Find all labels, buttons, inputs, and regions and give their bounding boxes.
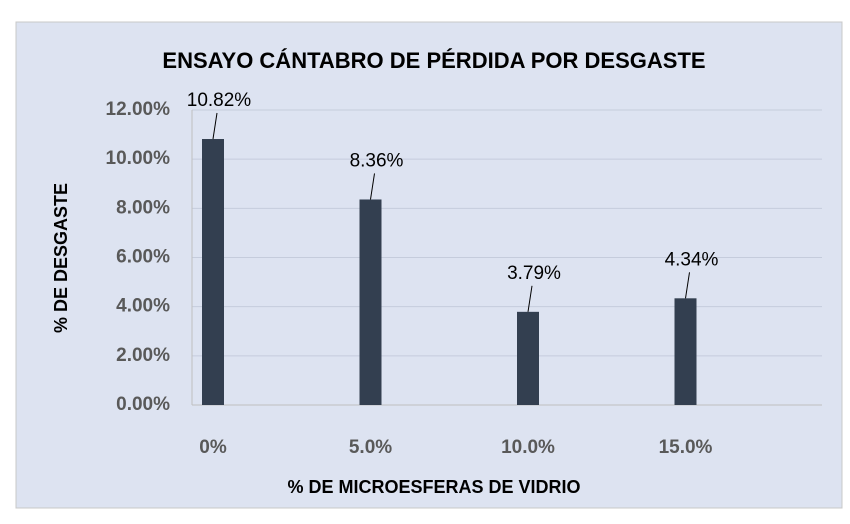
y-tick-label: 2.00% [116,345,170,366]
y-axis-label: % DE DESGASTE [51,183,71,333]
bar [202,139,224,405]
leader-line [212,112,218,140]
x-tick-label: 5.0% [349,437,392,458]
leader-line [685,272,690,299]
data-label: 10.82% [187,90,252,111]
data-label: 4.34% [665,249,719,270]
data-label: 3.79% [507,263,561,284]
x-tick-label: 0% [199,437,227,458]
chart-title: ENSAYO CÁNTABRO DE PÉRDIDA POR DESGASTE [162,48,705,73]
bar [517,311,539,405]
y-tick-label: 10.00% [106,148,171,169]
bar [359,199,382,405]
bar [674,298,697,405]
x-tick-label: 10.0% [501,437,555,458]
y-tick-label: 6.00% [116,247,170,268]
y-tick-label: 8.00% [116,197,170,218]
y-tick-label: 12.00% [106,99,171,120]
data-label: 8.36% [350,150,404,171]
chart-area [15,21,843,509]
leader-line [370,173,375,200]
x-axis-label: % DE MICROESFERAS DE VIDRIO [287,477,580,497]
x-tick-label: 15.0% [659,437,713,458]
leader-line [527,285,533,312]
y-tick-label: 4.00% [116,296,170,317]
y-tick-label: 0.00% [116,394,170,415]
